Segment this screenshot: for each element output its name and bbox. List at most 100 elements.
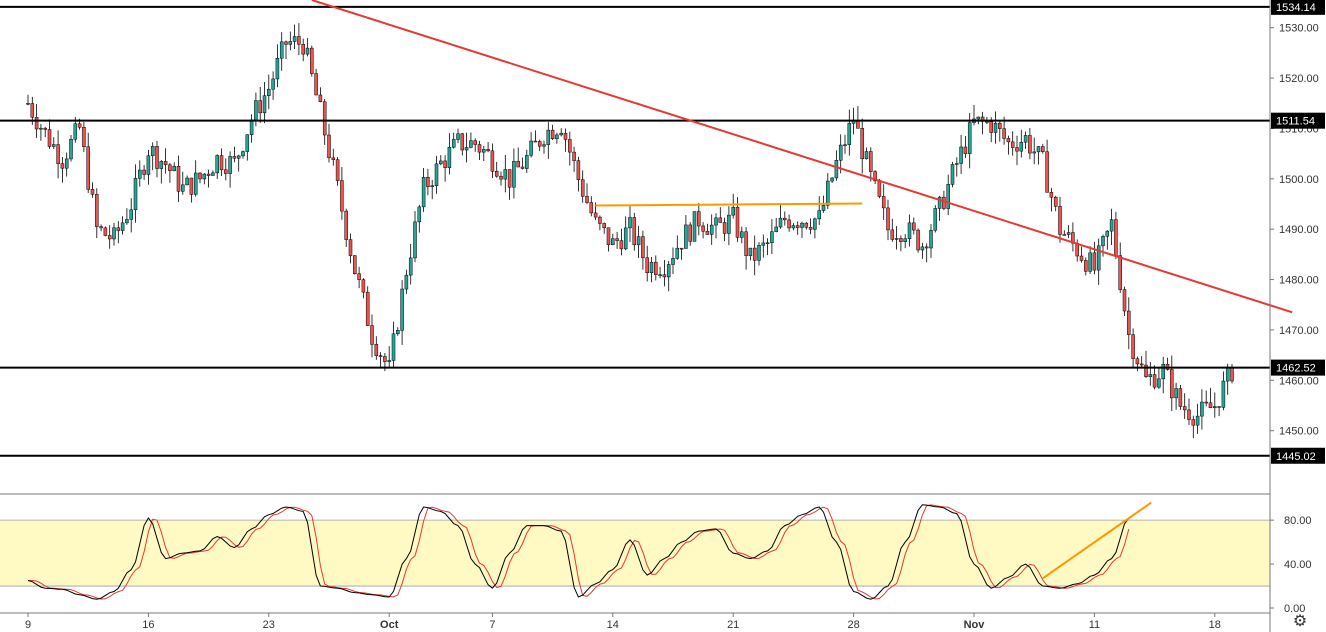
candle-body xyxy=(654,261,658,275)
candle-body xyxy=(795,225,800,228)
candle-body xyxy=(1088,252,1092,272)
candle-body xyxy=(877,180,882,197)
candle-body xyxy=(1217,406,1221,408)
price-trendline xyxy=(311,0,1293,314)
candle-body xyxy=(585,196,589,203)
candlesticks xyxy=(26,23,1234,439)
candle-body xyxy=(69,138,73,160)
candle-body xyxy=(907,222,912,240)
level-price-label: 1462.52 xyxy=(1276,363,1316,375)
candle-body xyxy=(942,196,946,209)
candle-body xyxy=(881,196,886,209)
candle-body xyxy=(963,146,968,154)
candle-body xyxy=(181,184,185,192)
candle-body xyxy=(533,140,538,143)
candle-body xyxy=(503,169,508,180)
candle-body xyxy=(1170,369,1174,399)
candle-body xyxy=(1157,378,1161,388)
candle-body xyxy=(727,214,731,234)
candle-body xyxy=(899,238,903,242)
candle-body xyxy=(417,206,422,223)
candle-body xyxy=(224,169,228,174)
candle-body xyxy=(198,172,202,180)
candle-body xyxy=(563,132,568,140)
candle-body xyxy=(1045,151,1049,193)
candle-body xyxy=(705,230,710,235)
candle-body xyxy=(86,146,90,190)
candle-body xyxy=(288,41,293,45)
candle-body xyxy=(929,230,933,249)
candle-body xyxy=(138,169,142,179)
candle-body xyxy=(34,117,39,130)
candle-body xyxy=(443,160,447,168)
candle-body xyxy=(344,210,348,240)
candle-body xyxy=(873,171,877,182)
candle-body xyxy=(1200,401,1204,417)
candle-body xyxy=(477,144,482,153)
candle-body xyxy=(1135,358,1140,365)
candle-body xyxy=(748,247,753,256)
price-tick-label: 1520.00 xyxy=(1279,73,1319,85)
candle-body xyxy=(1161,364,1165,380)
candle-body xyxy=(697,211,701,227)
candle-body xyxy=(1032,151,1036,154)
level-price-tag xyxy=(1271,447,1325,464)
candle-body xyxy=(43,127,47,130)
candle-body xyxy=(580,179,585,197)
candle-body xyxy=(464,147,469,151)
candle-body xyxy=(731,207,735,216)
price-tick-label: 1470.00 xyxy=(1279,325,1319,337)
candle-body xyxy=(1148,374,1153,377)
candle-body xyxy=(150,146,155,157)
candle-body xyxy=(989,121,993,133)
candle-body xyxy=(30,103,35,118)
candle-body xyxy=(808,226,813,230)
time-tick-label: 7 xyxy=(489,619,495,631)
candle-body xyxy=(357,273,361,281)
candle-body xyxy=(499,175,503,180)
candle-body xyxy=(172,166,176,172)
candle-body xyxy=(262,95,267,114)
candle-body xyxy=(933,208,938,231)
candle-body xyxy=(1101,236,1105,247)
candle-body xyxy=(757,245,761,261)
candle-body xyxy=(374,344,379,356)
candle-body xyxy=(937,196,942,209)
candle-body xyxy=(494,171,499,177)
candle-body xyxy=(1036,146,1041,153)
stochastic-tick-label: 40.00 xyxy=(1284,559,1312,571)
candle-body xyxy=(202,173,207,180)
candle-body xyxy=(421,177,426,208)
candle-body xyxy=(800,222,804,228)
time-tick-label: 21 xyxy=(727,619,739,631)
time-tick-label: 9 xyxy=(25,619,31,631)
time-tick-label: Nov xyxy=(964,619,986,631)
stochastic-d-line xyxy=(28,504,1130,600)
level-price-label: 1511.54 xyxy=(1276,116,1315,128)
candle-body xyxy=(1178,388,1183,407)
candle-body xyxy=(189,177,194,195)
candle-body xyxy=(267,88,271,96)
candle-body xyxy=(1195,415,1200,426)
candle-body xyxy=(1058,206,1062,235)
candle-body xyxy=(95,194,99,227)
candle-body xyxy=(107,235,112,240)
price-orange-line xyxy=(595,202,863,207)
level-price-tag xyxy=(1271,359,1325,376)
candle-body xyxy=(572,151,576,161)
stochastic-overbought-band xyxy=(0,519,1270,587)
candle-body xyxy=(391,333,396,361)
candle-body xyxy=(314,73,318,96)
candle-body xyxy=(1174,388,1178,399)
time-tick-label: Oct xyxy=(380,619,399,631)
candle-body xyxy=(193,172,198,195)
candle-body xyxy=(847,123,852,145)
gear-icon[interactable]: ⚙ xyxy=(1292,613,1308,630)
candle-body xyxy=(1023,135,1028,143)
candle-body xyxy=(370,325,374,345)
candle-body xyxy=(284,41,288,45)
stochastic-tick-label: 0.00 xyxy=(1284,603,1305,615)
time-tick-label: 11 xyxy=(1089,619,1100,631)
candle-body xyxy=(413,221,417,259)
candle-body xyxy=(125,219,129,224)
